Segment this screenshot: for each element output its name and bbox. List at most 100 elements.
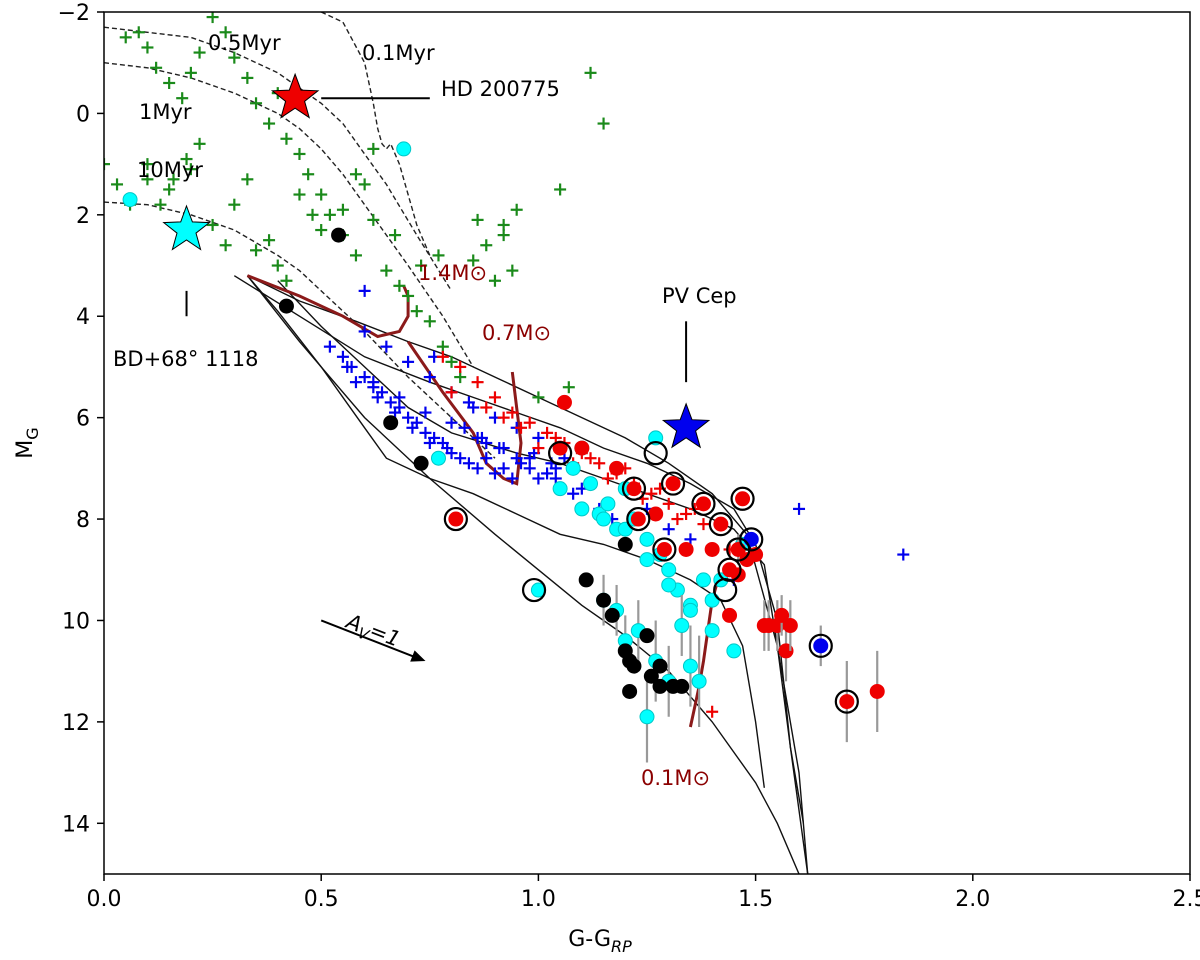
hd200775-label: HD 200775 [441, 77, 560, 101]
blue-crosses-point [510, 452, 523, 465]
field-green-crosses-point [367, 142, 380, 155]
isochrone-label-0.1myr: 0.1Myr [362, 41, 435, 65]
black-circles-point [643, 668, 659, 684]
field-green-crosses-point [219, 239, 232, 252]
blue-crosses-point [358, 284, 371, 297]
field-green-crosses-point [250, 244, 263, 257]
mass-label-0.7: 0.7M⊙ [482, 321, 551, 345]
ringed-sources-ring [521, 577, 547, 603]
y-tick-label: 10 [62, 609, 90, 634]
field-green-crosses-point [323, 208, 336, 221]
field-green-crosses-point [432, 249, 445, 262]
ringed-sources-ring [691, 491, 716, 516]
blue-crosses-point [541, 467, 554, 480]
ringed-sources-ring [730, 486, 755, 511]
hd-200775-star [270, 72, 320, 119]
red-dots-point [713, 516, 729, 532]
solid-isochrone-4 [247, 275, 809, 874]
field-green-crosses-point [445, 355, 458, 368]
dashed-isochrone-3 [104, 201, 496, 459]
field-green-crosses-point [584, 66, 597, 79]
black-circles-point [674, 678, 690, 694]
blue-crosses-point [393, 391, 406, 404]
red-crosses-point [645, 487, 658, 500]
blue-crosses-point [458, 421, 471, 434]
blue-crosses-point [471, 462, 484, 475]
red-crosses-point [480, 401, 493, 414]
field-green-crosses-point [184, 163, 197, 176]
red-crosses-point [680, 507, 693, 520]
extinction-arrowhead [410, 650, 426, 662]
red-crosses-point [662, 497, 675, 510]
red-crosses-point [601, 472, 614, 485]
cyan-circles-point [704, 592, 720, 608]
red-crosses-point [706, 705, 719, 718]
black-circles-point [413, 455, 429, 471]
pvcep-label: PV Cep [662, 284, 737, 308]
cyan-circles-point [430, 450, 446, 466]
black-circles-point [596, 592, 612, 608]
field-green-crosses-point [488, 274, 501, 287]
field-green-crosses-point [393, 279, 406, 292]
blue-dots-point [813, 638, 829, 654]
ringed-sources-ring [626, 506, 651, 532]
cyan-circles-point [704, 623, 720, 639]
axes: 0.0 0.5 1.0 1.5 2.0 2.5 −2 0 2 4 6 8 10 12 14 [58, 1, 1200, 912]
blue-crosses-point [402, 411, 415, 424]
blue-crosses-point [349, 376, 362, 389]
field-green-crosses-point [241, 71, 254, 84]
blue-crosses-point [523, 452, 536, 465]
black-circles-point [383, 415, 399, 431]
red-dots-point [782, 618, 798, 634]
red-crosses-point [506, 406, 519, 419]
cyan-circles-point [639, 709, 655, 725]
cyan-circles-point [691, 673, 707, 689]
black-circles-point [652, 658, 668, 674]
blue-crosses-point [358, 371, 371, 384]
field-green-crosses-point [141, 41, 154, 54]
field-green-crosses-point [228, 198, 241, 211]
cyan-circles-point [639, 552, 655, 568]
blue-crosses-point [506, 472, 519, 485]
y-tick-label: 14 [62, 812, 90, 837]
isochrone-label-10myr: 10Myr [137, 158, 203, 182]
blue-crosses-point [406, 421, 419, 434]
field-green-crosses-point [206, 12, 219, 24]
field-green-crosses-point [336, 203, 349, 216]
field-green-crosses-point [184, 66, 197, 79]
red-dots-point [656, 541, 672, 557]
blue-crosses-point [384, 396, 397, 409]
blue-crosses-point [380, 340, 393, 353]
field-green-crosses-point [280, 132, 293, 145]
field-green-crosses-point [380, 264, 393, 277]
cyan-circles-point [695, 572, 711, 588]
field-green-crosses-point [554, 183, 567, 196]
red-dots-point [678, 541, 694, 557]
ringed-sources-ring [713, 577, 738, 603]
field-green-crosses-point [306, 208, 319, 221]
blue-crosses-point [445, 416, 458, 429]
black-circles-point [617, 536, 633, 552]
cyan-circles-point [596, 511, 612, 527]
cyan-circles-point [122, 192, 138, 208]
dashed-isochrone-0 [320, 12, 431, 256]
y-tick-label: −2 [58, 1, 90, 26]
field-green-crosses-point [497, 218, 510, 231]
field-green-crosses-point [467, 254, 480, 267]
field-green-crosses-point [132, 26, 145, 39]
dashed-isochrone-1 [104, 26, 453, 292]
field-green-crosses-point [415, 259, 428, 272]
extinction-vector-label: AV=1 [340, 609, 404, 656]
field-green-crosses-point [349, 168, 362, 181]
red-crosses-point [497, 411, 510, 424]
black-circles-point [278, 298, 294, 314]
field-green-crosses-point [163, 76, 176, 89]
cyan-circles-point [600, 496, 616, 512]
isochrone-label-1myr: 1Myr [139, 100, 192, 124]
cyan-circles-point [574, 501, 590, 517]
blue-crosses-point [462, 457, 475, 470]
red-crosses-point [671, 513, 684, 526]
blue-crosses-point [419, 406, 432, 419]
field-green-crosses-point [119, 31, 132, 44]
cyan-circles-point [674, 618, 690, 634]
